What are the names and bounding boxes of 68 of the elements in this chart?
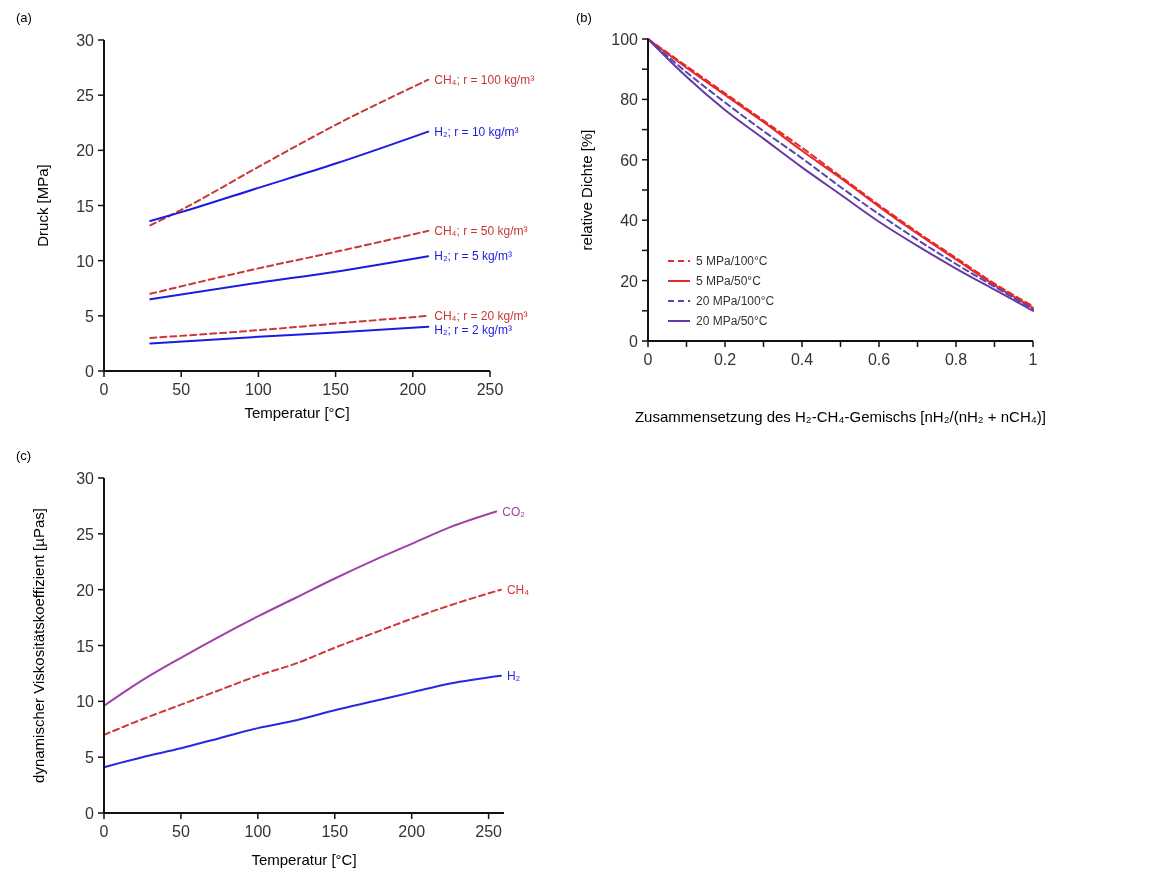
y-tick-label: 10	[76, 693, 95, 711]
y-tick-label: 15	[76, 637, 95, 655]
y-tick-label: 25	[76, 87, 95, 105]
line-series	[149, 325, 430, 345]
x-tick-label: 0.2	[713, 351, 737, 368]
series-label: CH₄; r = 100 kg/m³	[434, 72, 535, 87]
x-tick-label: 200	[398, 823, 426, 840]
x-tick-label: 0	[643, 351, 653, 368]
line-series	[149, 130, 430, 222]
line-series	[149, 229, 430, 295]
series-label: H₂	[506, 668, 521, 683]
y-tick-label: 5	[85, 307, 95, 325]
line-series	[149, 78, 430, 227]
y-tick-label: 20	[620, 272, 639, 290]
x-tick-label: 100	[244, 823, 272, 840]
y-tick-label: 30	[76, 32, 95, 49]
legend-label: 5 MPa/100°C	[696, 254, 768, 268]
x-tick-label: 150	[322, 381, 350, 398]
x-tick-label: 0.8	[944, 351, 968, 368]
series-label: CO₂	[502, 504, 526, 519]
y-axis-title: Druck [MPa]	[34, 164, 51, 247]
chart-title: (a)	[16, 10, 32, 25]
y-tick-label: 80	[620, 91, 639, 109]
x-tick-label: 250	[475, 823, 503, 840]
line-series	[103, 510, 498, 707]
y-tick-label: 20	[76, 142, 95, 160]
legend-label: 20 MPa/50°C	[696, 314, 768, 328]
x-tick-label: 150	[321, 823, 349, 840]
x-tick-label: 0.4	[790, 351, 814, 368]
x-axis-title: Temperatur [°C]	[251, 851, 357, 868]
y-tick-label: 0	[85, 805, 95, 822]
x-tick-label: 0.6	[867, 351, 891, 368]
series-label: CH₄; r = 20 kg/m³	[434, 308, 528, 323]
y-tick-label: 100	[611, 31, 639, 48]
y-tick-label: 40	[620, 212, 639, 230]
x-axis-title: Temperatur [°C]	[244, 404, 350, 421]
y-axis-title: dynamischer Viskositätskoeffizient [µPas]	[30, 508, 47, 783]
chart-title: (b)	[576, 10, 592, 25]
series-label: H₂; r = 5 kg/m³	[434, 249, 512, 264]
y-axis-title: relative Dichte [%]	[578, 129, 595, 251]
y-tick-label: 0	[85, 363, 95, 380]
series-label: H₂; r = 10 kg/m³	[434, 124, 519, 139]
x-tick-label: 1	[1028, 351, 1038, 368]
legend-label: 20 MPa/100°C	[696, 294, 775, 308]
y-tick-label: 30	[76, 470, 95, 487]
x-tick-label: 50	[172, 823, 190, 840]
x-tick-label: 0	[99, 381, 109, 398]
chart-title: (c)	[16, 448, 32, 463]
line-series	[103, 588, 502, 736]
series-label: CH₄; r = 50 kg/m³	[434, 223, 528, 238]
y-tick-label: 15	[76, 197, 95, 215]
y-tick-label: 60	[620, 151, 639, 169]
y-tick-label: 5	[85, 749, 95, 767]
y-tick-label: 25	[76, 525, 95, 543]
y-tick-label: 10	[76, 252, 95, 270]
x-tick-label: 250	[476, 381, 504, 398]
x-tick-label: 100	[245, 381, 272, 398]
legend-label: 5 MPa/50°C	[696, 274, 762, 288]
line-series	[149, 255, 430, 301]
y-tick-label: 0	[629, 333, 639, 350]
series-label: H₂; r = 2 kg/m³	[434, 322, 512, 337]
x-axis-title: Zusammensetzung des H₂-CH₄-Gemischs [nH₂/(nH₂ + nCH₄)]	[634, 408, 1047, 425]
x-tick-label: 200	[399, 381, 427, 398]
y-tick-label: 20	[76, 581, 95, 599]
x-tick-label: 0	[99, 823, 109, 840]
series-label: CH₄	[506, 582, 530, 597]
line-series	[103, 674, 502, 769]
x-tick-label: 50	[172, 381, 191, 398]
